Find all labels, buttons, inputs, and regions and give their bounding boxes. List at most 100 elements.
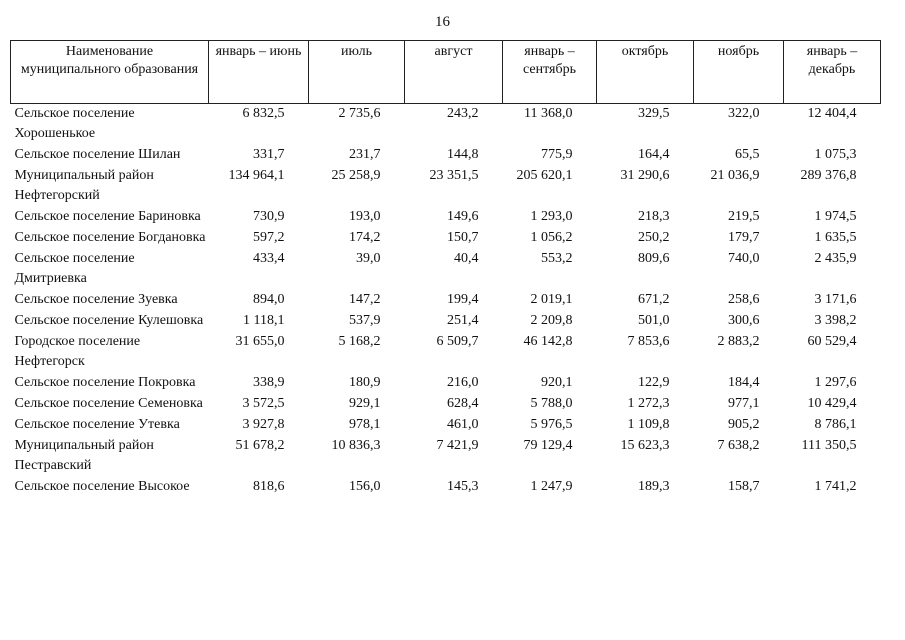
- value-cell: 231,7: [349, 147, 381, 162]
- value-cell: 184,4: [728, 375, 760, 390]
- value-cell: 3 927,8: [242, 417, 285, 432]
- name-cell: Сельское поселение Зуевка: [14, 292, 178, 307]
- value-cell: 193,0: [349, 209, 381, 224]
- name-cell: Сельское поселение Утевка: [14, 417, 180, 432]
- value-cell: 2 019,1: [530, 292, 573, 307]
- name-cell: Сельское поселение Богдановка: [14, 230, 206, 245]
- value-cell: 39,0: [356, 251, 381, 266]
- value-cell: 243,2: [447, 106, 479, 121]
- value-cell: 79 129,4: [523, 438, 573, 453]
- value-cell: 331,7: [253, 147, 285, 162]
- value-cell: 978,1: [349, 417, 381, 432]
- name-cell: Муниципальный район Нефтегорский: [14, 168, 154, 203]
- table-row: Городское поселение Нефтегорск 31 655,0 5 …: [11, 332, 881, 373]
- value-cell: 122,9: [638, 375, 670, 390]
- name-cell: Сельское поселение Высокое: [14, 479, 190, 494]
- value-cell: 461,0: [447, 417, 479, 432]
- name-cell: Сельское поселение Семеновка: [14, 396, 203, 411]
- value-cell: 1 118,1: [243, 313, 285, 328]
- value-cell: 6 509,7: [436, 334, 479, 349]
- table-row: Сельское поселение Дмитриевка 433,4 39,0 40…: [11, 249, 881, 290]
- value-cell: 1 635,5: [814, 230, 857, 245]
- value-cell: 8 786,1: [814, 417, 857, 432]
- table-row: Сельское поселение Хорошенькое 6 832,5 2 7…: [11, 104, 881, 146]
- value-cell: 179,7: [728, 230, 760, 245]
- value-cell: 628,4: [447, 396, 479, 411]
- value-cell: 144,8: [447, 147, 479, 162]
- value-cell: 10 836,3: [331, 438, 381, 453]
- value-cell: 199,4: [447, 292, 479, 307]
- value-cell: 250,2: [638, 230, 670, 245]
- value-cell: 5 788,0: [530, 396, 573, 411]
- value-cell: 21 036,9: [710, 168, 760, 183]
- value-cell: 174,2: [349, 230, 381, 245]
- value-cell: 2 735,6: [338, 106, 381, 121]
- value-cell: 1 974,5: [814, 209, 857, 224]
- value-cell: 216,0: [447, 375, 479, 390]
- value-cell: 40,4: [454, 251, 479, 266]
- table-row: Муниципальный район Пестравский 51 678,2 1…: [11, 436, 881, 477]
- value-cell: 31 655,0: [235, 334, 285, 349]
- value-cell: 134 964,1: [228, 168, 285, 183]
- value-cell: 553,2: [541, 251, 573, 266]
- name-cell: Сельское поселение Бариновка: [14, 209, 201, 224]
- value-cell: 65,5: [735, 147, 760, 162]
- value-cell: 5 168,2: [338, 334, 381, 349]
- name-cell: Сельское поселение Покровка: [14, 375, 196, 390]
- table-row: Сельское поселение Утевка 3 927,8 978,1 461…: [11, 415, 881, 436]
- page-number: 16: [435, 14, 450, 30]
- value-cell: 329,5: [638, 106, 670, 121]
- table-row: Сельское поселение Покровка 338,9 180,9 216…: [11, 373, 881, 394]
- header-cell: январь – декабрь: [783, 40, 881, 104]
- table-row: Сельское поселение Зуевка 894,0 147,2 199,4…: [11, 290, 881, 311]
- value-cell: 1 056,2: [530, 230, 573, 245]
- value-cell: 7 638,2: [717, 438, 760, 453]
- value-cell: 150,7: [447, 230, 479, 245]
- name-cell: Сельское поселение Дмитриевка: [14, 251, 135, 286]
- value-cell: 929,1: [349, 396, 381, 411]
- table-row: Сельское поселение Кулешовка 1 118,1 537,9…: [11, 311, 881, 332]
- value-cell: 740,0: [728, 251, 760, 266]
- value-cell: 1 297,6: [814, 375, 857, 390]
- value-cell: 145,3: [447, 479, 479, 494]
- name-cell: Сельское поселение Кулешовка: [14, 313, 204, 328]
- header-cell: октябрь: [596, 40, 694, 104]
- value-cell: 775,9: [541, 147, 573, 162]
- value-cell: 730,9: [253, 209, 285, 224]
- value-cell: 218,3: [638, 209, 670, 224]
- value-cell: 1 741,2: [814, 479, 857, 494]
- value-cell: 2 883,2: [717, 334, 760, 349]
- value-cell: 1 109,8: [627, 417, 670, 432]
- table-body: Сельское поселение Хорошенькое 6 832,5 2 7…: [11, 104, 881, 499]
- value-cell: 189,3: [638, 479, 670, 494]
- value-cell: 2 209,8: [530, 313, 573, 328]
- value-cell: 164,4: [638, 147, 670, 162]
- value-cell: 501,0: [638, 313, 670, 328]
- value-cell: 111 350,5: [801, 438, 857, 453]
- value-cell: 46 142,8: [523, 334, 573, 349]
- header-cell: январь – июнь: [208, 40, 309, 104]
- value-cell: 537,9: [349, 313, 381, 328]
- value-cell: 147,2: [349, 292, 381, 307]
- value-cell: 258,6: [728, 292, 760, 307]
- value-cell: 2 435,9: [814, 251, 857, 266]
- value-cell: 51 678,2: [235, 438, 285, 453]
- table-row: Сельское поселение Шилан 331,7 231,7 144,8 7…: [11, 145, 881, 166]
- value-cell: 7 421,9: [436, 438, 479, 453]
- value-cell: 920,1: [541, 375, 573, 390]
- name-cell: Городское поселение Нефтегорск: [14, 334, 141, 369]
- value-cell: 10 429,4: [807, 396, 857, 411]
- value-cell: 6 832,5: [242, 106, 285, 121]
- value-cell: 322,0: [728, 106, 760, 121]
- value-cell: 338,9: [253, 375, 285, 390]
- value-cell: 433,4: [253, 251, 285, 266]
- value-cell: 11 368,0: [524, 106, 573, 121]
- name-cell: Сельское поселение Шилан: [14, 147, 181, 162]
- value-cell: 3 171,6: [814, 292, 857, 307]
- value-cell: 809,6: [638, 251, 670, 266]
- table-row: Сельское поселение Богдановка 597,2 174,2 1…: [11, 228, 881, 249]
- value-cell: 158,7: [728, 479, 760, 494]
- value-cell: 894,0: [253, 292, 285, 307]
- value-cell: 977,1: [728, 396, 760, 411]
- value-cell: 25 258,9: [331, 168, 381, 183]
